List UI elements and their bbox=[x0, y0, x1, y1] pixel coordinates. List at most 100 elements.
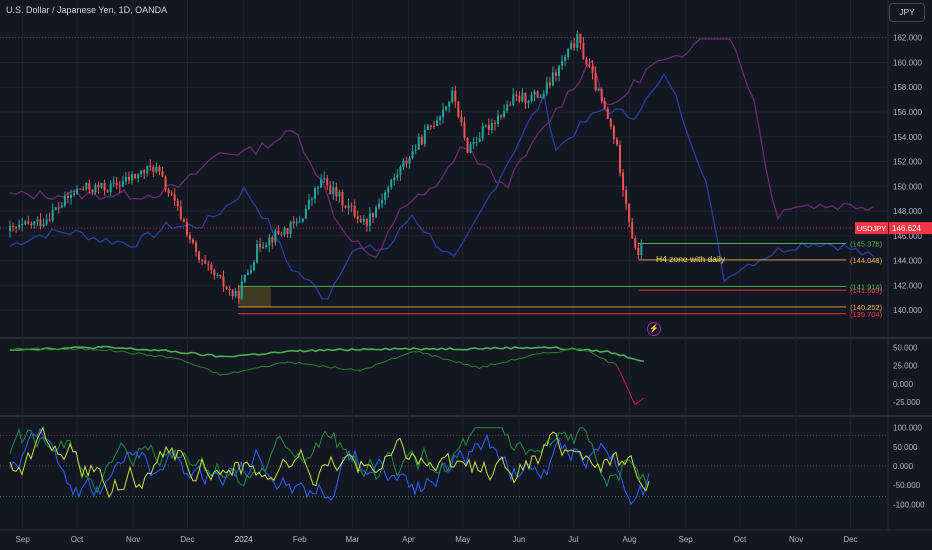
candle-body bbox=[408, 157, 411, 164]
candle-body bbox=[106, 190, 109, 193]
price-tag bbox=[889, 222, 932, 235]
candle-body bbox=[27, 221, 30, 224]
candle-body bbox=[631, 221, 634, 239]
y-tick-label: 140.000 bbox=[893, 306, 922, 315]
lightning-icon[interactable]: ⚡ bbox=[647, 322, 661, 336]
candle-body bbox=[292, 221, 295, 224]
candle-body bbox=[161, 171, 164, 177]
x-tick-label: Dec bbox=[843, 535, 857, 544]
candle-body bbox=[600, 89, 603, 102]
candle-body bbox=[551, 72, 554, 86]
candle-body bbox=[201, 260, 204, 262]
candle-body bbox=[609, 118, 612, 127]
candle-body bbox=[30, 223, 33, 226]
candle-body bbox=[548, 82, 551, 86]
candle-body bbox=[329, 185, 332, 195]
candle-body bbox=[606, 108, 609, 119]
y-tick-label: 0.000 bbox=[893, 462, 914, 471]
y-tick-label: 0.000 bbox=[893, 380, 914, 389]
x-tick-label: Jun bbox=[513, 535, 526, 544]
candle-body bbox=[344, 205, 347, 208]
candle-body bbox=[615, 139, 618, 145]
candle-body bbox=[338, 191, 341, 197]
candle-body bbox=[484, 125, 487, 127]
candle-body bbox=[448, 101, 451, 107]
candle-body bbox=[405, 160, 408, 164]
candle-body bbox=[9, 226, 11, 231]
candle-body bbox=[436, 120, 438, 126]
candle-body bbox=[24, 221, 27, 225]
candle-body bbox=[12, 226, 15, 228]
candle-body bbox=[588, 64, 591, 67]
candle-body bbox=[359, 219, 362, 222]
x-tick-label: Sep bbox=[16, 535, 31, 544]
candle-body bbox=[192, 239, 194, 243]
candle-body bbox=[597, 89, 600, 91]
candle-body bbox=[39, 219, 42, 227]
symbol-tag-label: USDJPY bbox=[857, 224, 887, 233]
candle-body bbox=[487, 125, 490, 130]
indicator-1-series bbox=[616, 365, 645, 405]
candle-body bbox=[365, 218, 368, 226]
y-tick-label: 160.000 bbox=[893, 58, 922, 67]
candle-body bbox=[509, 104, 512, 106]
currency-button[interactable]: JPY bbox=[889, 3, 925, 22]
candle-body bbox=[213, 269, 216, 276]
candle-body bbox=[121, 181, 124, 187]
candle-body bbox=[454, 90, 457, 102]
candle-body bbox=[60, 205, 63, 208]
candle-body bbox=[432, 125, 435, 127]
candle-body bbox=[503, 110, 506, 117]
candle-body bbox=[536, 91, 539, 98]
y-tick-label: 142.000 bbox=[893, 281, 922, 290]
candle-body bbox=[42, 224, 45, 227]
candle-body bbox=[253, 262, 255, 271]
candle-body bbox=[466, 138, 469, 153]
zone-annotation: H4 zone with daily bbox=[656, 254, 726, 264]
candle-body bbox=[66, 195, 69, 198]
candle-body bbox=[399, 166, 402, 175]
candle-body bbox=[216, 275, 219, 277]
candle-body bbox=[204, 260, 207, 264]
candle-body bbox=[417, 136, 420, 150]
candle-body bbox=[100, 182, 103, 188]
candle-body bbox=[91, 189, 94, 193]
x-tick-label: May bbox=[455, 535, 470, 544]
candle-body bbox=[51, 209, 54, 221]
candle-body bbox=[515, 94, 518, 96]
candle-body bbox=[362, 218, 365, 222]
candle-body bbox=[478, 138, 481, 142]
x-tick-label: Jul bbox=[568, 535, 578, 544]
candle-body bbox=[591, 66, 594, 73]
candle-body bbox=[612, 126, 615, 140]
candle-body bbox=[63, 195, 66, 206]
candle-body bbox=[48, 219, 51, 221]
candle-body bbox=[533, 91, 536, 95]
candle-body bbox=[207, 263, 210, 265]
candle-body bbox=[271, 237, 274, 243]
candle-body bbox=[445, 106, 448, 110]
candle-body bbox=[497, 115, 499, 125]
x-tick-label: 2024 bbox=[235, 535, 253, 544]
candle-body bbox=[70, 194, 72, 198]
candle-body bbox=[603, 101, 606, 109]
candle-body bbox=[387, 187, 390, 193]
candle-body bbox=[225, 287, 228, 290]
candle-body bbox=[228, 289, 231, 291]
candle-body bbox=[301, 218, 304, 222]
candle-body bbox=[182, 218, 185, 223]
candle-body bbox=[558, 65, 560, 76]
x-tick-label: Feb bbox=[293, 535, 307, 544]
overlay-line-blue bbox=[9, 73, 875, 300]
candle-body bbox=[542, 93, 545, 97]
candle-body bbox=[320, 179, 323, 188]
candle-body bbox=[249, 270, 252, 273]
candle-body bbox=[576, 33, 579, 48]
candle-body bbox=[127, 176, 130, 181]
candle-body bbox=[274, 230, 277, 243]
candle-body bbox=[353, 205, 356, 217]
candle-body bbox=[73, 193, 76, 195]
candle-body bbox=[350, 205, 353, 207]
y-tick-label: 144.000 bbox=[893, 257, 922, 266]
